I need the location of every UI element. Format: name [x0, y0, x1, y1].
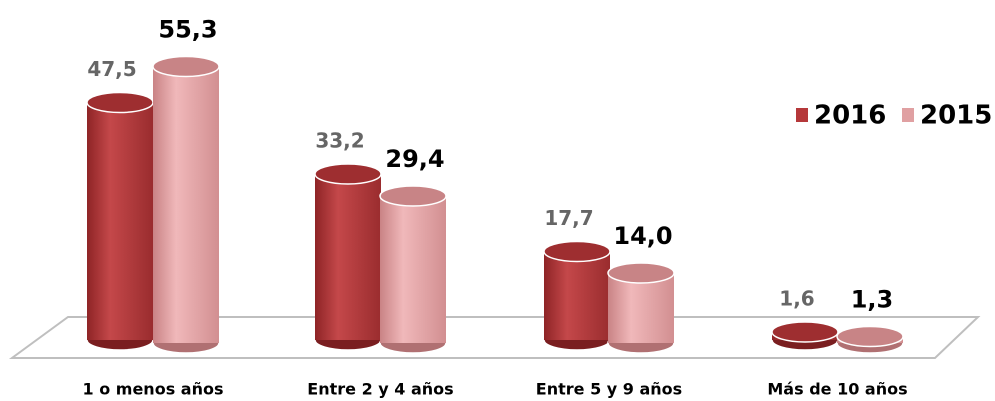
legend-swatch	[902, 108, 914, 122]
x-tick-label: Entre 2 y 4 años	[307, 380, 453, 399]
value-label: 17,7	[544, 206, 593, 230]
bar	[314, 163, 382, 351]
legend-swatch	[796, 108, 808, 122]
floor	[8, 316, 981, 359]
bar	[379, 185, 447, 354]
value-label: 14,0	[613, 222, 672, 250]
bar-top	[314, 163, 382, 185]
bar-body	[544, 251, 610, 340]
x-tick-label: Entre 5 y 9 años	[536, 380, 682, 399]
x-tick-label: 1 o menos años	[83, 380, 224, 399]
legend-label: 2015	[920, 101, 992, 131]
bar-top	[379, 185, 447, 207]
value-label: 1,6	[779, 287, 814, 311]
bar-top	[152, 55, 220, 78]
bar	[771, 321, 839, 351]
bar-top	[836, 325, 904, 348]
bar-top	[543, 240, 611, 263]
bar	[543, 240, 611, 351]
bar	[86, 91, 154, 351]
bar-top	[771, 321, 839, 343]
value-label: 33,2	[315, 129, 364, 153]
x-tick-label: Más de 10 años	[767, 380, 907, 399]
value-label: 1,3	[851, 286, 894, 314]
bar	[836, 325, 904, 354]
value-label: 47,5	[87, 57, 136, 81]
value-label: 55,3	[158, 16, 217, 44]
bar	[607, 262, 675, 354]
bar-body	[153, 66, 219, 343]
legend-label: 2016	[814, 101, 886, 131]
bar-body	[87, 102, 153, 340]
value-label: 29,4	[385, 145, 444, 173]
bar-top	[607, 262, 675, 284]
bar-body	[608, 273, 674, 343]
bar-top	[86, 91, 154, 114]
bar	[152, 55, 220, 354]
bar-body	[315, 174, 381, 340]
bar-body	[380, 196, 446, 343]
